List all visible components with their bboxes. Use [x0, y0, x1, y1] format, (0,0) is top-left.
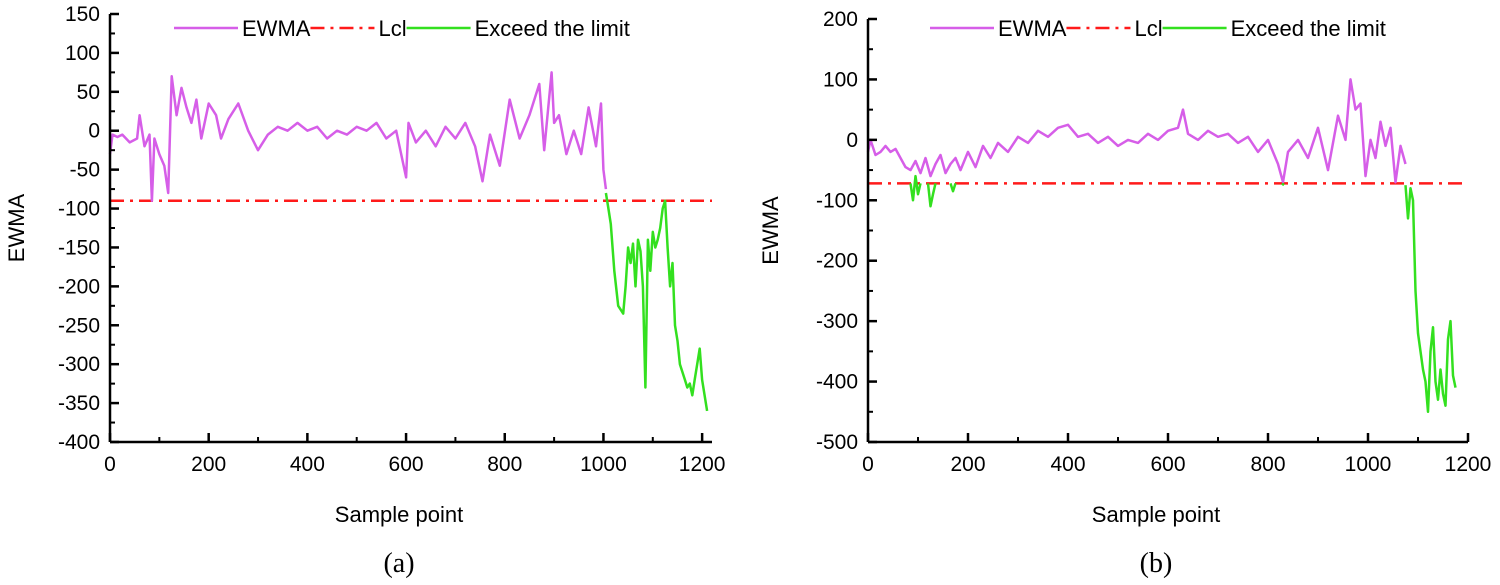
- exceed-limit-series-line: [604, 192, 709, 412]
- x-tick-label: 400: [1050, 453, 1085, 476]
- y-axis-title: EWMA: [758, 196, 783, 265]
- x-tick-label: 0: [104, 453, 116, 476]
- x-tick-label: 1200: [679, 453, 726, 476]
- legend: EWMA Lcl Exceed the limit: [174, 16, 630, 41]
- x-tick-label: 600: [1150, 453, 1185, 476]
- y-tick-label: -150: [58, 236, 100, 259]
- legend-ewma-label: EWMA: [998, 16, 1067, 41]
- y-tick-label: -400: [58, 431, 100, 454]
- y-tick-label: -50: [70, 159, 100, 182]
- legend-ewma-label: EWMA: [242, 16, 311, 41]
- x-tick-label: 600: [389, 453, 424, 476]
- y-tick-label: 50: [77, 81, 100, 104]
- legend-exceed-label: Exceed the limit: [1231, 16, 1386, 41]
- exceed-limit-series-line: [949, 183, 957, 193]
- x-axis-title: Sample point: [335, 502, 463, 527]
- y-tick-label: -250: [58, 314, 100, 337]
- legend-lcl-label: Lcl: [378, 16, 406, 41]
- y-axis-title: EWMA: [4, 193, 29, 262]
- y-tick-label: -100: [816, 189, 858, 212]
- exceed-limit-series-line: [1404, 185, 1457, 414]
- legend-lcl-label: Lcl: [1134, 16, 1162, 41]
- x-axis-title: Sample point: [1092, 502, 1220, 527]
- panel-caption: (b): [1140, 548, 1173, 579]
- y-tick-label: -100: [58, 198, 100, 221]
- y-tick-label: 0: [846, 129, 858, 152]
- y-tick-label: -400: [816, 371, 858, 394]
- legend-exceed-label: Exceed the limit: [475, 16, 630, 41]
- legend: EWMA Lcl Exceed the limit: [930, 16, 1386, 41]
- y-tick-label: 0: [88, 120, 100, 143]
- y-tick-label: -200: [58, 275, 100, 298]
- panel-caption: (a): [383, 548, 414, 579]
- ewma-series-line: [108, 71, 608, 203]
- x-tick-label: 400: [290, 453, 325, 476]
- y-tick-label: 150: [65, 3, 100, 26]
- exceed-limit-series-line: [909, 174, 922, 202]
- y-tick-label: -300: [816, 310, 858, 333]
- x-tick-label: 1000: [1345, 453, 1392, 476]
- x-tick-label: 200: [191, 453, 226, 476]
- exceed-limit-series-line: [1281, 182, 1285, 187]
- x-tick-label: 1200: [1445, 453, 1492, 476]
- x-tick-label: 1000: [580, 453, 627, 476]
- x-tick-label: 200: [950, 453, 985, 476]
- y-tick-label: -500: [816, 431, 858, 454]
- x-tick-label: 0: [862, 453, 874, 476]
- exceed-limit-series-line: [926, 183, 937, 208]
- x-tick-label: 800: [1250, 453, 1285, 476]
- chart-panel-a: 150 100 50 0 -50 -100 -150 -200 -250 -300 -350 -400…: [4, 3, 725, 579]
- ewma-series-line: [866, 78, 1407, 184]
- y-tick-label: 200: [823, 8, 858, 31]
- y-tick-label: 100: [823, 68, 858, 91]
- y-tick-label: -300: [58, 353, 100, 376]
- y-tick-label: 100: [65, 42, 100, 65]
- y-tick-label: -350: [58, 392, 100, 415]
- y-tick-label: -200: [816, 250, 858, 273]
- x-tick-label: 800: [487, 453, 522, 476]
